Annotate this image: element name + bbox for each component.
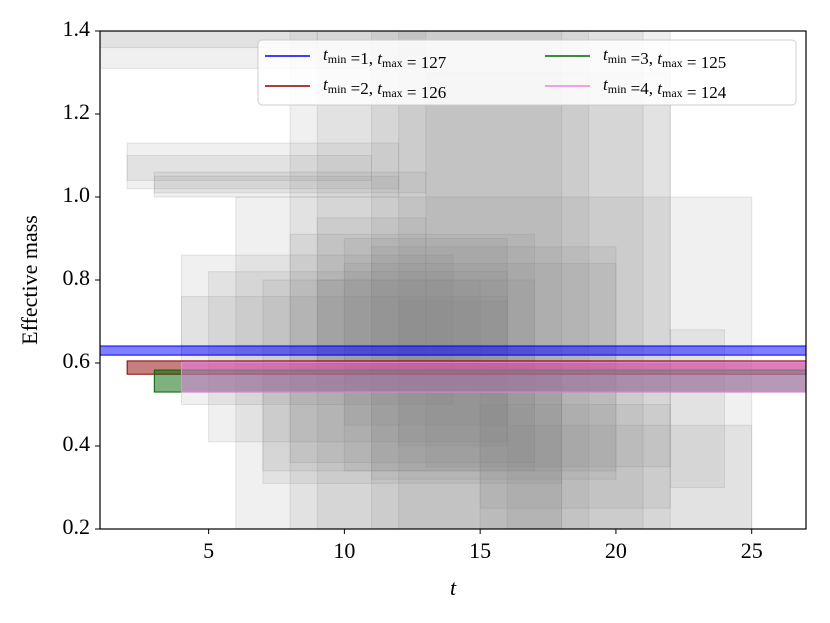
x-tick-label: 10 — [333, 538, 355, 563]
fit-band — [180, 296, 508, 356]
x-tick-label: 15 — [469, 538, 491, 563]
x-tick-label: 20 — [605, 538, 627, 563]
y-tick-label: 0.8 — [63, 265, 91, 290]
legend-label: tmin =4, tmax = 124 — [603, 75, 727, 102]
y-tick-label: 0.4 — [63, 431, 91, 456]
fit-band — [371, 31, 563, 529]
x-axis-label: t — [450, 575, 457, 600]
fit-band — [425, 72, 671, 468]
x-tick-label: 25 — [741, 538, 763, 563]
y-tick-label: 0.2 — [63, 514, 91, 539]
fit-band — [153, 175, 400, 198]
fit-band — [506, 424, 753, 529]
fit-band — [479, 404, 671, 509]
series-band — [180, 361, 806, 393]
fit-band — [316, 217, 427, 364]
legend-label: tmin =2, tmax = 126 — [323, 75, 446, 102]
fit-band — [153, 171, 427, 194]
y-tick-label: 1.4 — [63, 16, 91, 41]
fit-band — [669, 329, 726, 488]
y-tick-label: 0.6 — [63, 348, 91, 373]
y-tick-label: 1.2 — [63, 99, 91, 124]
legend-label: tmin =3, tmax = 125 — [603, 45, 726, 72]
fit-band — [343, 238, 508, 426]
fit-band — [289, 31, 671, 529]
fit-band — [316, 31, 590, 529]
fit-band — [208, 271, 508, 443]
x-tick-label: 5 — [203, 538, 214, 563]
y-tick-label: 1.0 — [63, 182, 91, 207]
fit-band — [398, 31, 644, 529]
legend-box — [257, 39, 797, 106]
fit-band — [126, 142, 400, 190]
y-axis-label: Effective mass — [17, 215, 42, 345]
series-band — [100, 345, 806, 356]
legend-label: tmin =1, tmax = 127 — [323, 45, 447, 72]
fit-band — [126, 155, 373, 181]
